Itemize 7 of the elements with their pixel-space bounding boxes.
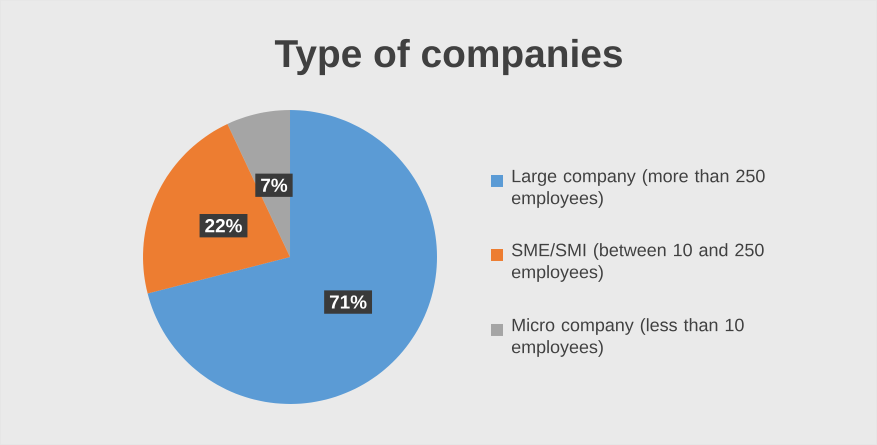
legend-label: SME/SMI (between 10 and 250 employees) [512,243,764,282]
legend-label: Large company (more than 250 employees) [512,169,765,208]
data-label: 71% [330,295,367,309]
data-label: 22% [205,219,242,232]
legend-label: Micro company (less than 10 employees) [512,318,744,357]
chart-title: Type of companies [274,38,622,76]
data-label: 7% [261,178,288,192]
